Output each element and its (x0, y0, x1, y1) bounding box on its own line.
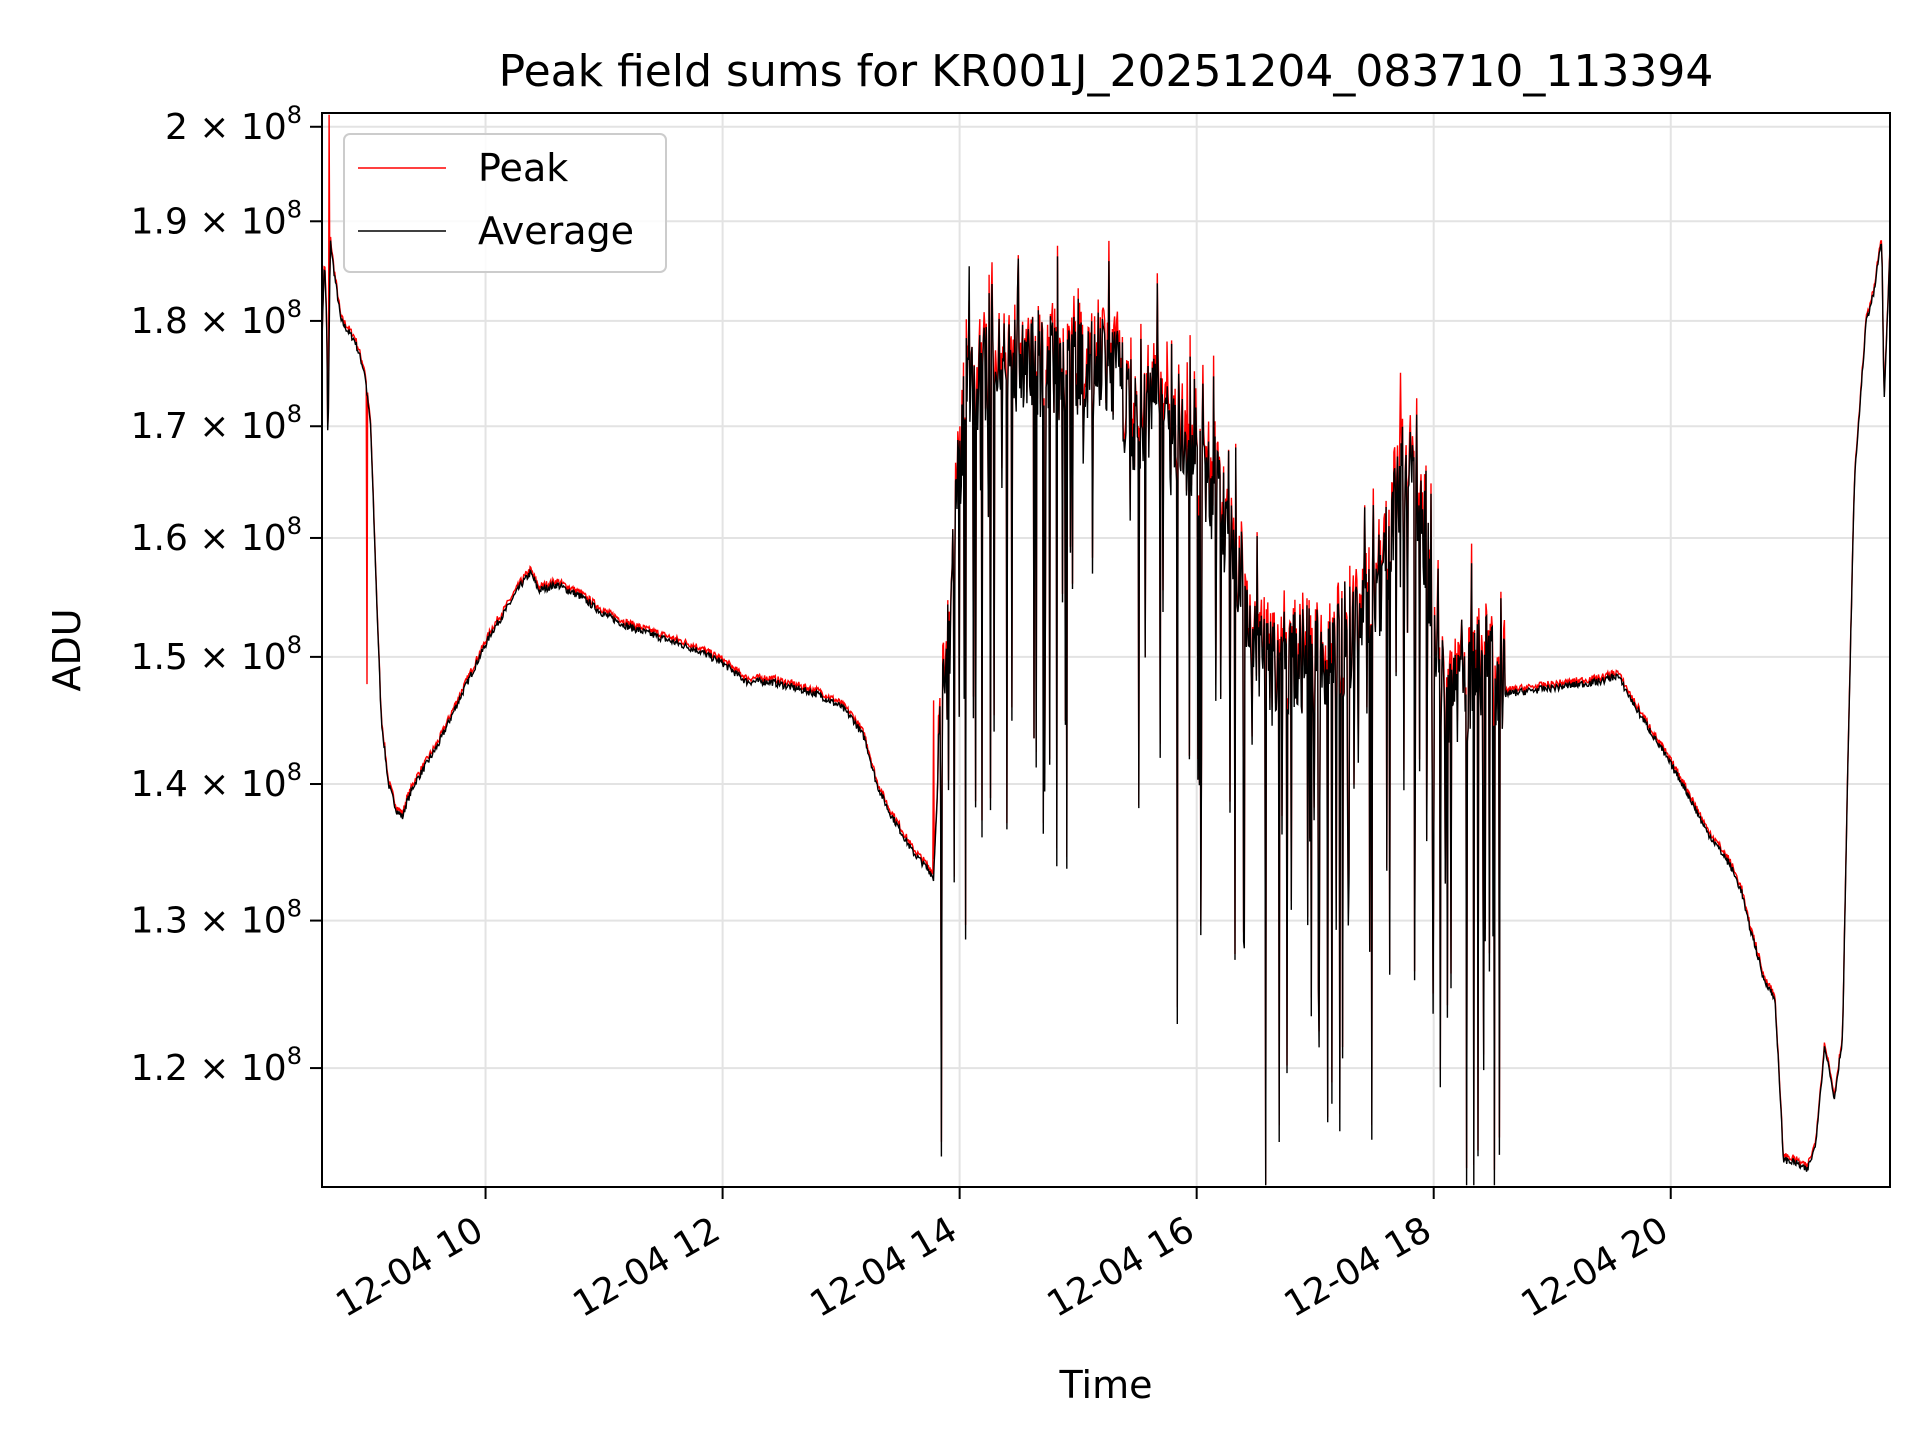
series-lines (321, 114, 1891, 1186)
plot-frame (321, 112, 1891, 1188)
y-tick-label: 1.2 × 108 (131, 1042, 302, 1089)
y-tick-label: 1.4 × 108 (131, 758, 302, 805)
y-tick-label: 1.9 × 108 (131, 195, 302, 242)
legend-average-label: Average (478, 209, 634, 253)
y-axis-label: ADU (45, 608, 89, 691)
legend: Peak Average (343, 133, 667, 273)
y-tick-label: 1.7 × 108 (131, 400, 302, 447)
chart-title: Peak field sums for KR001J_20251204_0837… (499, 46, 1714, 97)
grid (322, 113, 1890, 1187)
y-tick-label: 1.8 × 108 (131, 295, 302, 342)
series-average-line (321, 240, 1891, 1186)
y-tick-label: 2 × 108 (165, 101, 302, 148)
y-axis-ticks: 1.2 × 108 1.3 × 108 1.4 × 108 1.5 × 108 1.6 … (131, 101, 322, 1089)
legend-peak-label: Peak (478, 146, 568, 190)
y-tick-label: 1.6 × 108 (131, 512, 302, 559)
y-tick-label: 1.3 × 108 (131, 895, 302, 942)
plot-area (322, 113, 1890, 1187)
x-axis-label: Time (1059, 1363, 1153, 1407)
y-tick-label: 1.5 × 108 (131, 631, 302, 678)
